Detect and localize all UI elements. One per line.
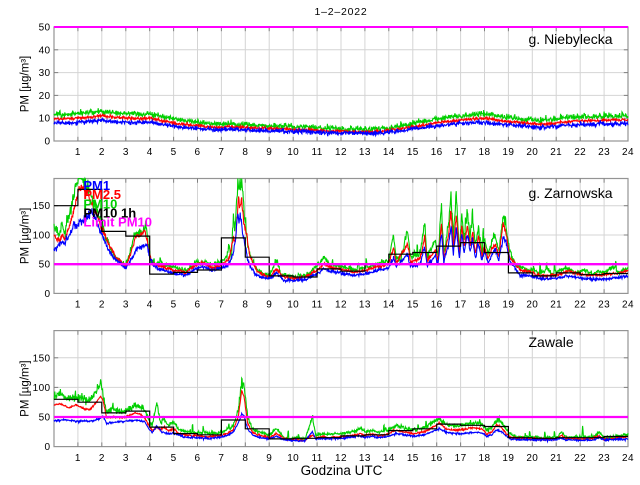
svg-text:50: 50 (39, 23, 51, 34)
svg-text:21: 21 (550, 300, 562, 311)
svg-text:8: 8 (242, 147, 248, 158)
svg-text:16: 16 (431, 300, 443, 311)
svg-text:5: 5 (171, 300, 177, 311)
svg-text:100: 100 (33, 383, 51, 394)
svg-text:12: 12 (335, 147, 347, 158)
svg-text:14: 14 (383, 300, 395, 311)
svg-text:17: 17 (455, 453, 467, 464)
svg-text:19: 19 (502, 147, 514, 158)
svg-text:20: 20 (39, 91, 51, 102)
svg-text:18: 18 (479, 147, 491, 158)
svg-text:13: 13 (359, 300, 371, 311)
svg-text:7: 7 (218, 300, 224, 311)
svg-text:9: 9 (266, 147, 272, 158)
svg-text:11: 11 (312, 300, 323, 311)
svg-text:g. Zarnowska: g. Zarnowska (529, 185, 613, 201)
svg-text:150: 150 (33, 201, 51, 212)
svg-text:18: 18 (479, 453, 491, 464)
svg-text:20: 20 (526, 147, 538, 158)
svg-text:17: 17 (455, 147, 467, 158)
svg-text:24: 24 (622, 453, 634, 464)
svg-text:2: 2 (99, 453, 105, 464)
svg-text:30: 30 (39, 68, 51, 79)
svg-text:9: 9 (266, 453, 272, 464)
svg-text:7: 7 (218, 147, 224, 158)
svg-text:8: 8 (242, 453, 248, 464)
svg-text:14: 14 (383, 147, 395, 158)
svg-text:4: 4 (147, 147, 153, 158)
svg-text:19: 19 (502, 300, 514, 311)
svg-text:23: 23 (598, 300, 610, 311)
svg-text:14: 14 (383, 453, 395, 464)
svg-text:10: 10 (287, 300, 299, 311)
svg-text:4: 4 (147, 453, 153, 464)
svg-text:PM10 1h: PM10 1h (83, 206, 136, 221)
svg-text:15: 15 (407, 147, 419, 158)
svg-text:22: 22 (574, 453, 586, 464)
svg-text:1–2–2022: 1–2–2022 (314, 6, 367, 18)
svg-text:5: 5 (171, 147, 177, 158)
svg-text:2: 2 (99, 147, 105, 158)
svg-text:15: 15 (407, 453, 419, 464)
svg-text:g. Niebylecka: g. Niebylecka (529, 31, 613, 47)
svg-text:18: 18 (479, 300, 491, 311)
svg-text:0: 0 (45, 137, 51, 148)
svg-text:1: 1 (75, 453, 81, 464)
svg-text:13: 13 (359, 453, 371, 464)
svg-text:20: 20 (526, 300, 538, 311)
svg-text:PM [µg/m³]: PM [µg/m³] (20, 360, 32, 416)
svg-text:21: 21 (550, 453, 562, 464)
svg-text:6: 6 (195, 300, 201, 311)
svg-text:13: 13 (359, 147, 371, 158)
svg-text:PM2.5: PM2.5 (83, 187, 121, 202)
svg-text:PM1: PM1 (83, 178, 110, 193)
svg-text:7: 7 (218, 453, 224, 464)
svg-text:100: 100 (33, 231, 51, 242)
svg-text:150: 150 (33, 353, 51, 364)
svg-text:11: 11 (312, 453, 323, 464)
svg-text:12: 12 (335, 300, 347, 311)
svg-text:3: 3 (123, 147, 129, 158)
svg-text:Godzina UTC: Godzina UTC (301, 463, 383, 478)
svg-text:50: 50 (39, 260, 51, 271)
svg-text:4: 4 (147, 300, 153, 311)
svg-text:PM10: PM10 (83, 196, 117, 211)
svg-text:9: 9 (266, 300, 272, 311)
svg-text:Limit PM10: Limit PM10 (83, 215, 152, 230)
svg-text:16: 16 (431, 453, 443, 464)
svg-text:40: 40 (39, 45, 51, 56)
svg-text:5: 5 (171, 453, 177, 464)
svg-text:17: 17 (455, 300, 467, 311)
svg-text:10: 10 (39, 114, 51, 125)
svg-text:3: 3 (123, 300, 129, 311)
svg-text:11: 11 (312, 147, 323, 158)
svg-text:22: 22 (574, 300, 586, 311)
svg-text:22: 22 (574, 147, 586, 158)
svg-text:50: 50 (39, 413, 51, 424)
svg-text:12: 12 (335, 453, 347, 464)
svg-text:10: 10 (287, 453, 299, 464)
svg-text:1: 1 (75, 147, 81, 158)
svg-text:6: 6 (195, 453, 201, 464)
svg-text:21: 21 (550, 147, 562, 158)
svg-text:Zawale: Zawale (529, 334, 574, 350)
svg-text:1: 1 (75, 300, 81, 311)
svg-text:0: 0 (45, 442, 51, 453)
svg-text:23: 23 (598, 453, 610, 464)
svg-text:2: 2 (99, 300, 105, 311)
svg-text:20: 20 (526, 453, 538, 464)
svg-text:23: 23 (598, 147, 610, 158)
svg-text:0: 0 (45, 289, 51, 300)
svg-text:24: 24 (622, 300, 634, 311)
svg-text:15: 15 (407, 300, 419, 311)
svg-text:PM [µg/m³]: PM [µg/m³] (20, 208, 32, 264)
svg-text:6: 6 (195, 147, 201, 158)
svg-text:8: 8 (242, 300, 248, 311)
svg-text:PM [µg/m³]: PM [µg/m³] (20, 56, 32, 112)
svg-text:10: 10 (287, 147, 299, 158)
svg-text:24: 24 (622, 147, 634, 158)
svg-text:16: 16 (431, 147, 443, 158)
svg-text:19: 19 (502, 453, 514, 464)
svg-text:3: 3 (123, 453, 129, 464)
